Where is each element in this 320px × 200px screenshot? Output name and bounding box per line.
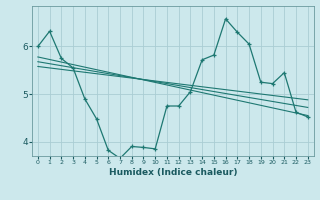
X-axis label: Humidex (Indice chaleur): Humidex (Indice chaleur) (108, 168, 237, 177)
